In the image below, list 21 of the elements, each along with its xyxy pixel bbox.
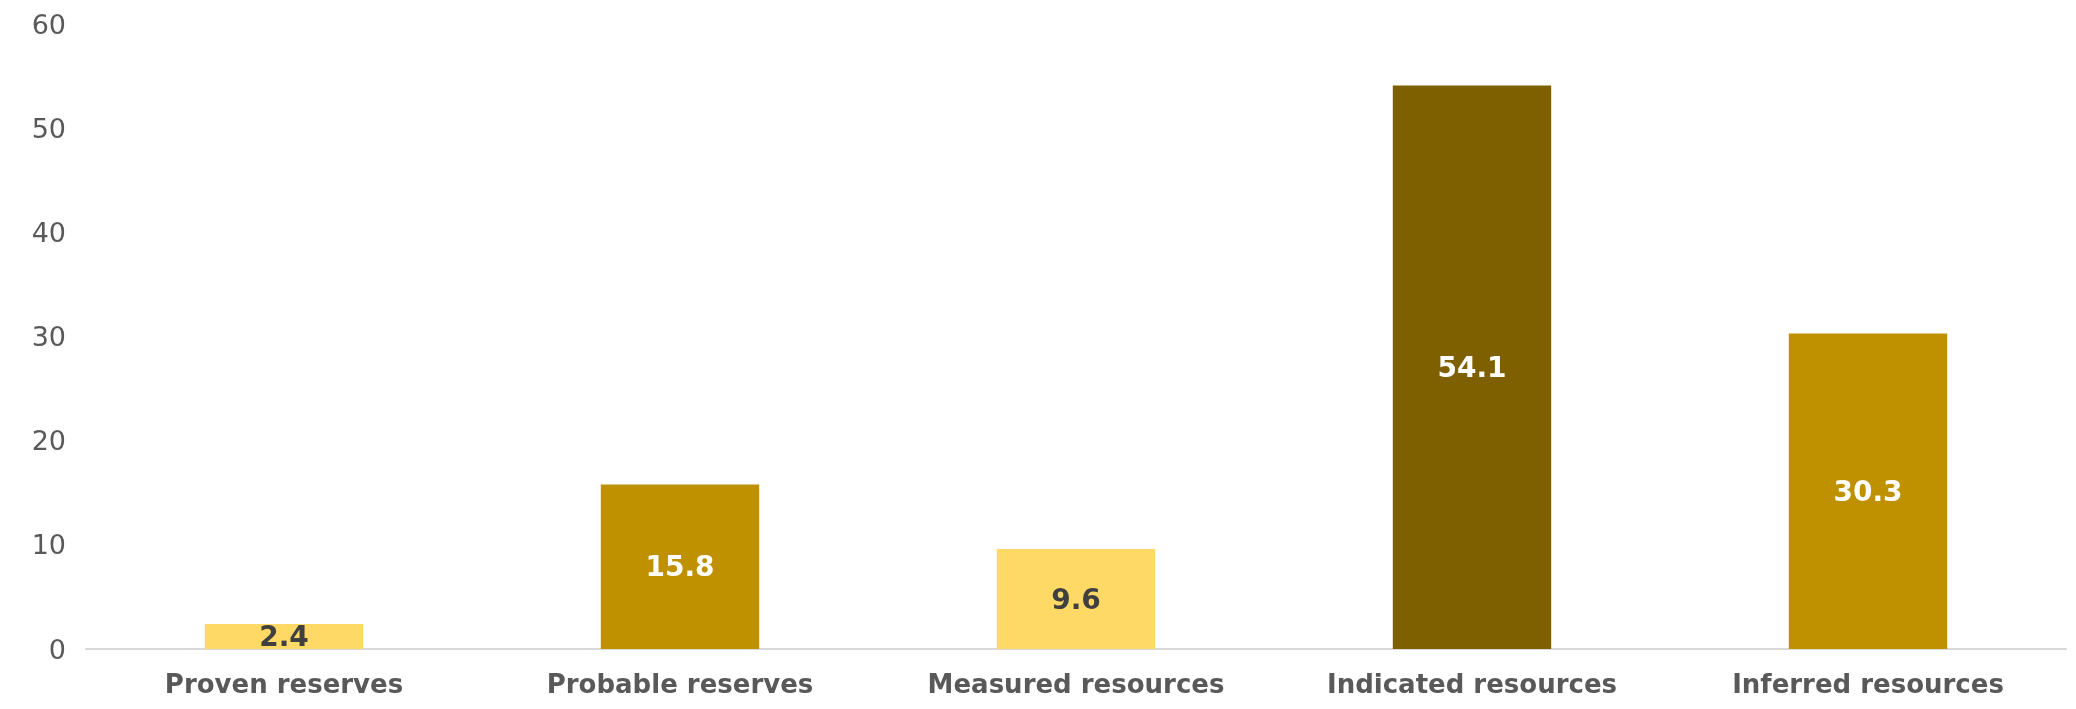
x-tick-label: Probable reserves: [546, 669, 814, 699]
data-label: 54.1: [1437, 350, 1507, 384]
x-tick-label: Proven reserves: [164, 669, 404, 699]
y-tick-label: 50: [31, 112, 66, 144]
x-tick-label: Inferred resources: [1732, 669, 2004, 699]
bar: [1788, 333, 1948, 649]
bar: [996, 549, 1156, 649]
data-label: 2.4: [259, 620, 309, 653]
y-tick-label: 30: [31, 321, 66, 352]
bar: [1392, 85, 1552, 649]
bar: [600, 484, 760, 649]
y-tick-label: 40: [31, 216, 66, 248]
data-label: 30.3: [1833, 474, 1903, 508]
x-tick-label: Measured resources: [927, 669, 1225, 699]
y-tick-label: 60: [31, 8, 66, 40]
x-tick-label: Indicated resources: [1326, 669, 1618, 699]
data-label: 15.8: [645, 550, 715, 584]
y-tick-label: 20: [31, 425, 66, 457]
y-tick-label: 10: [31, 529, 66, 561]
y-tick-label: 0: [48, 633, 66, 665]
data-label: 9.6: [1051, 582, 1101, 616]
